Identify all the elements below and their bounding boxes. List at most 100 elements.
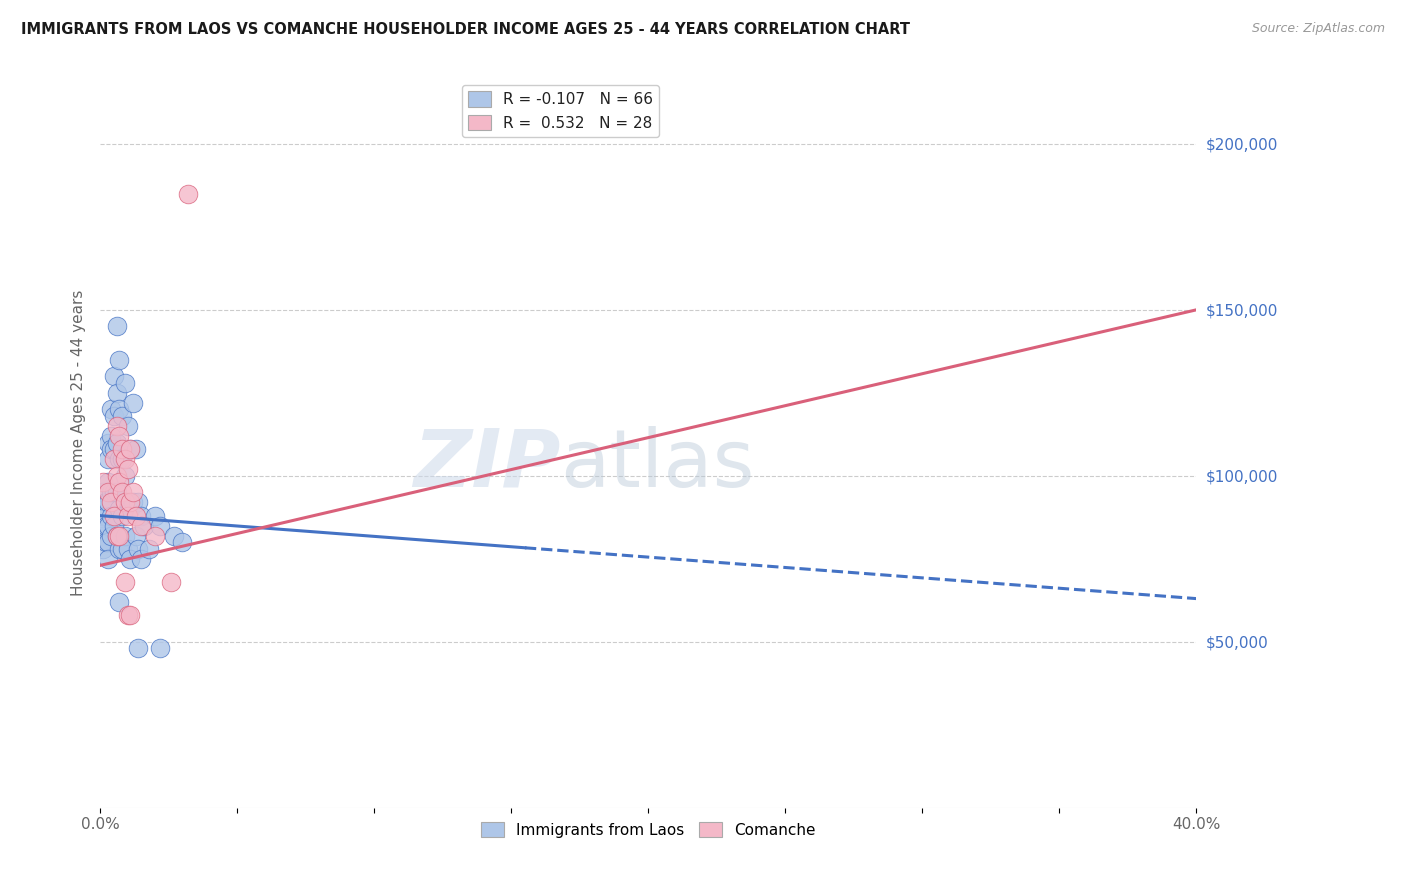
Point	[105, 528, 128, 542]
Point	[111, 452, 134, 467]
Point	[117, 541, 139, 556]
Point	[149, 641, 172, 656]
Point	[105, 528, 128, 542]
Point	[91, 475, 114, 490]
Text: ZIP: ZIP	[413, 425, 561, 503]
Point	[108, 541, 131, 556]
Point	[132, 518, 155, 533]
Point	[97, 518, 120, 533]
Point	[111, 485, 134, 500]
Text: Source: ZipAtlas.com: Source: ZipAtlas.com	[1251, 22, 1385, 36]
Point	[100, 528, 122, 542]
Point	[103, 369, 125, 384]
Point	[117, 608, 139, 623]
Point	[108, 502, 131, 516]
Point	[143, 528, 166, 542]
Point	[100, 429, 122, 443]
Point	[111, 508, 134, 523]
Point	[91, 528, 114, 542]
Point	[114, 495, 136, 509]
Point	[120, 608, 142, 623]
Point	[172, 535, 194, 549]
Point	[114, 452, 136, 467]
Point	[94, 535, 117, 549]
Point	[143, 508, 166, 523]
Point	[108, 595, 131, 609]
Point	[117, 508, 139, 523]
Point	[97, 485, 120, 500]
Point	[128, 641, 150, 656]
Point	[122, 396, 145, 410]
Point	[105, 385, 128, 400]
Point	[103, 442, 125, 457]
Point	[117, 462, 139, 476]
Point	[120, 502, 142, 516]
Point	[97, 551, 120, 566]
Point	[114, 574, 136, 589]
Point	[117, 495, 139, 509]
Point	[100, 402, 122, 417]
Point	[114, 468, 136, 483]
Point	[100, 508, 122, 523]
Point	[138, 541, 160, 556]
Point	[97, 475, 120, 490]
Point	[94, 518, 117, 533]
Point	[125, 442, 148, 457]
Point	[103, 508, 125, 523]
Point	[103, 485, 125, 500]
Text: atlas: atlas	[561, 425, 755, 503]
Point	[163, 528, 186, 542]
Point	[149, 518, 172, 533]
Point	[108, 528, 131, 542]
Point	[129, 518, 152, 533]
Point	[94, 495, 117, 509]
Point	[111, 409, 134, 423]
Point	[97, 452, 120, 467]
Point	[97, 535, 120, 549]
Point	[103, 518, 125, 533]
Point	[114, 528, 136, 542]
Point	[91, 508, 114, 523]
Point	[122, 485, 145, 500]
Point	[100, 485, 122, 500]
Point	[108, 475, 131, 490]
Point	[108, 452, 131, 467]
Point	[122, 495, 145, 509]
Point	[105, 435, 128, 450]
Point	[103, 452, 125, 467]
Point	[120, 495, 142, 509]
Point	[91, 485, 114, 500]
Point	[129, 508, 152, 523]
Point	[97, 435, 120, 450]
Point	[129, 551, 152, 566]
Point	[128, 541, 150, 556]
Point	[105, 468, 128, 483]
Point	[160, 574, 183, 589]
Point	[125, 528, 148, 542]
Point	[120, 442, 142, 457]
Point	[97, 495, 120, 509]
Point	[94, 508, 117, 523]
Point	[100, 495, 122, 509]
Point	[120, 551, 142, 566]
Point	[100, 442, 122, 457]
Point	[114, 376, 136, 390]
Point	[125, 508, 148, 523]
Point	[111, 442, 134, 457]
Point	[91, 541, 114, 556]
Point	[111, 541, 134, 556]
Y-axis label: Householder Income Ages 25 - 44 years: Householder Income Ages 25 - 44 years	[72, 289, 86, 596]
Point	[108, 429, 131, 443]
Point	[117, 419, 139, 434]
Point	[105, 485, 128, 500]
Point	[103, 409, 125, 423]
Legend: Immigrants from Laos, Comanche: Immigrants from Laos, Comanche	[474, 815, 823, 844]
Text: IMMIGRANTS FROM LAOS VS COMANCHE HOUSEHOLDER INCOME AGES 25 - 44 YEARS CORRELATI: IMMIGRANTS FROM LAOS VS COMANCHE HOUSEHO…	[21, 22, 910, 37]
Point	[108, 352, 131, 367]
Point	[120, 442, 142, 457]
Point	[108, 402, 131, 417]
Point	[105, 319, 128, 334]
Point	[177, 186, 200, 201]
Point	[105, 419, 128, 434]
Point	[128, 495, 150, 509]
